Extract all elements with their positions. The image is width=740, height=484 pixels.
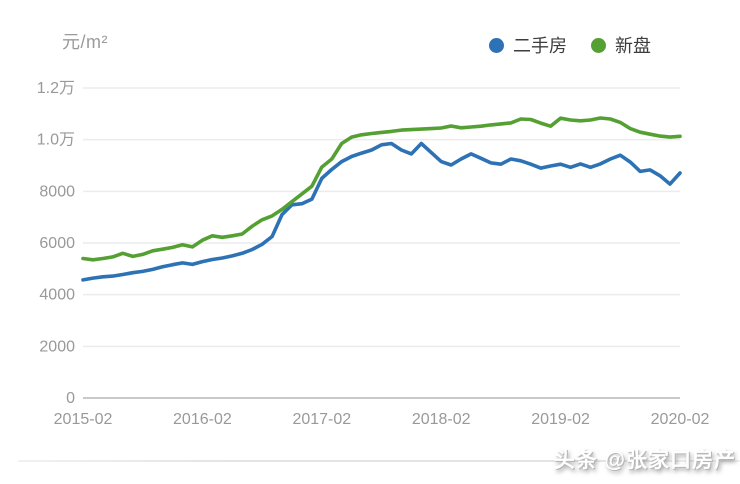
y-tick-label-10000: 1.0万 (37, 132, 75, 149)
x-tick-label-2018-02: 2018-02 (412, 411, 471, 428)
y-tick-label-2000: 2000 (39, 338, 75, 355)
series-line-secondhand[interactable] (81, 141, 682, 282)
legend-dot-secondhand-icon (489, 37, 504, 53)
y-tick-label-12000: 1.2万 (37, 80, 75, 97)
y-tick-label-6000: 6000 (39, 235, 75, 252)
legend-label-new: 新盘 (615, 36, 651, 56)
x-tick-label-2017-02: 2017-02 (292, 411, 351, 428)
y-tick-label-8000: 8000 (39, 183, 75, 200)
legend-item-new[interactable]: 新盘 (591, 32, 651, 58)
bottom-divider (18, 460, 740, 462)
x-tick-label-2016-02: 2016-02 (173, 411, 232, 428)
y-tick-label-4000: 4000 (39, 287, 75, 304)
x-tick-label-2015-02: 2015-02 (54, 411, 113, 428)
x-tick-label-2019-02: 2019-02 (531, 411, 590, 428)
legend-label-secondhand: 二手房 (513, 36, 567, 56)
y-axis-unit-label: 元/m² (62, 32, 108, 52)
x-tick-label-2020-02: 2020-02 (651, 411, 710, 428)
chart-legend: 二手房 新盘 (489, 32, 651, 58)
series-line-new[interactable] (81, 116, 682, 262)
legend-dot-new-icon (591, 37, 606, 53)
y-tick-label-0: 0 (66, 390, 75, 407)
toutiao-watermark: 头条 @张家口房产 (553, 449, 736, 472)
legend-item-secondhand[interactable]: 二手房 (489, 32, 567, 58)
